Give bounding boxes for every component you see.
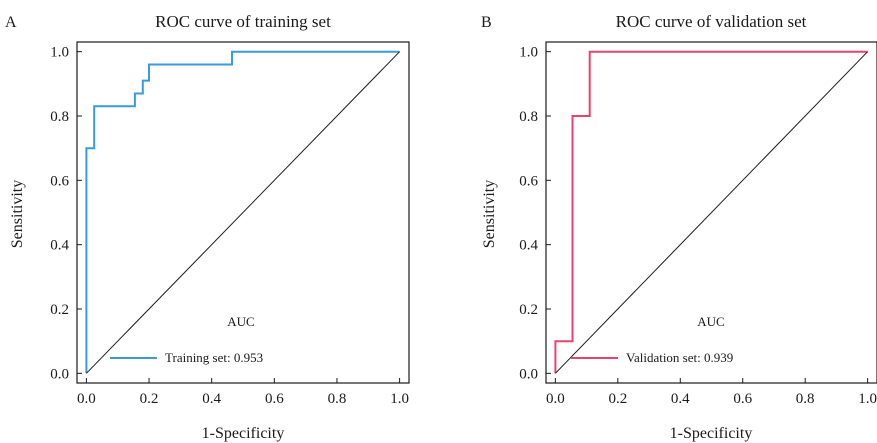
roc-curve-line: [554, 50, 868, 374]
y-tick-label: 0.6: [519, 173, 538, 189]
panel-b-validation-roc: B ROC curve of validation set Sensitivit…: [481, 12, 877, 442]
x-tick-label: 0.8: [328, 391, 347, 407]
y-axis-label-training: Sensitivity: [9, 180, 26, 248]
plot-frame: [545, 41, 877, 384]
chart-title-validation: ROC curve of validation set: [616, 12, 807, 31]
chart-title-training: ROC curve of training set: [155, 12, 331, 31]
y-tick-label: 0.0: [519, 366, 538, 382]
y-tick-label: 0.0: [50, 366, 69, 382]
y-tick-label: 1.0: [50, 45, 69, 61]
legend-title-training: AUC: [227, 314, 254, 329]
x-tick-label: 0.6: [265, 391, 284, 407]
x-axis-label-validation: 1-Specificity: [670, 425, 753, 442]
y-axis-label-validation: Sensitivity: [481, 180, 498, 248]
legend-label-training: Training set: 0.953: [165, 350, 263, 365]
y-tick-label: 0.2: [50, 302, 69, 318]
x-tick-label: 0.0: [546, 391, 565, 407]
x-tick-label: 0.6: [733, 391, 752, 407]
x-tick-label: 0.2: [140, 391, 159, 407]
reference-diagonal-line: [86, 51, 400, 374]
y-tick-label: 0.4: [519, 238, 538, 254]
legend-training: AUC Training set: 0.953: [110, 314, 263, 365]
roc-curve-line: [85, 50, 400, 374]
y-tick-label: 0.2: [519, 302, 538, 318]
y-tick-label: 1.0: [519, 45, 538, 61]
reference-diagonal-line: [555, 51, 868, 374]
x-tick-label: 1.0: [858, 391, 877, 407]
x-axis-label-training: 1-Specificity: [202, 425, 285, 442]
panel-letter-b: B: [481, 14, 492, 31]
y-tick-label: 0.4: [50, 238, 69, 254]
panel-letter-a: A: [5, 14, 17, 31]
y-tick-label: 0.6: [50, 173, 69, 189]
x-tick-label: 1.0: [390, 391, 409, 407]
y-tick-label: 0.8: [50, 109, 69, 125]
legend-title-validation: AUC: [697, 314, 724, 329]
x-tick-label: 0.8: [796, 391, 815, 407]
panel-a-training-roc: A ROC curve of training set Sensitivity …: [5, 12, 410, 442]
x-tick-label: 0.4: [202, 391, 221, 407]
legend-validation: AUC Validation set: 0.939: [571, 314, 733, 365]
x-tick-label: 0.2: [608, 391, 627, 407]
plot-area-validation: 0.0 0.2 0.4 0.6 0.8 1.0 0.0 0.2 0.4 0.6 0.8 1.0: [519, 41, 877, 407]
x-tick-label: 0.0: [77, 391, 96, 407]
plot-frame: [76, 41, 410, 384]
legend-label-validation: Validation set: 0.939: [626, 350, 733, 365]
x-tick-label: 0.4: [671, 391, 690, 407]
plot-area-training: 0.0 0.2 0.4 0.6 0.8 1.0 0.0 0.2 0.4 0.6 0.8 1.0: [50, 41, 410, 407]
y-tick-label: 0.8: [519, 109, 538, 125]
